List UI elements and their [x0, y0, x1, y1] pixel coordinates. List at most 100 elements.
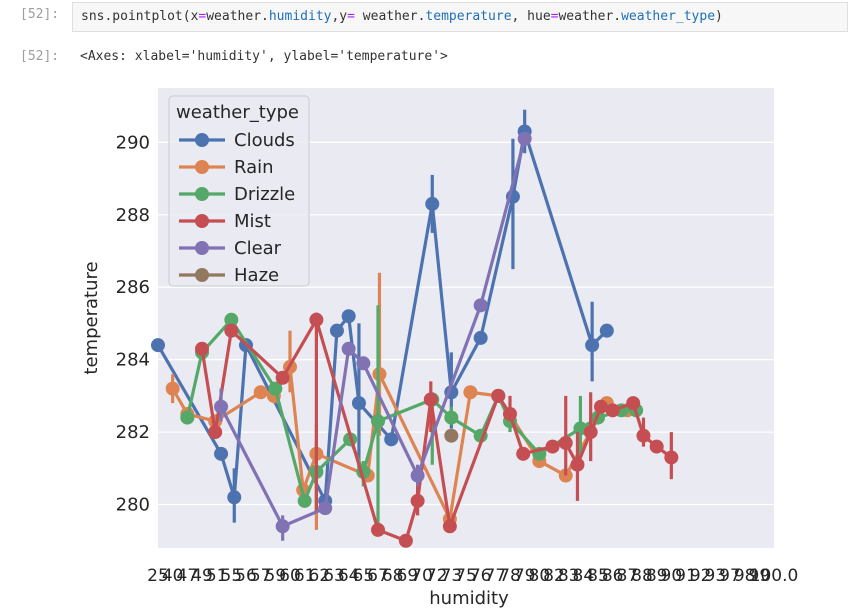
data-point-drizzle: [268, 381, 283, 396]
data-point-mist: [649, 439, 664, 454]
data-point-mist: [491, 388, 506, 403]
legend-label-clear: Clear: [234, 238, 282, 259]
code-token: weather.: [558, 9, 622, 24]
x-tick-label: 75: [455, 566, 477, 586]
x-tick-label: 51: [206, 566, 228, 586]
data-point-clouds: [585, 338, 600, 353]
data-point-clouds: [473, 330, 488, 345]
x-tick-label: 82: [543, 566, 565, 586]
code-token: =: [347, 9, 355, 24]
legend-marker-rain: [195, 160, 209, 174]
x-tick-label: 67: [367, 566, 389, 586]
input-cell: [52]: sns.pointplot(x=weather.humidity,y…: [0, 0, 848, 40]
x-tick-label: 93: [705, 566, 727, 586]
output-text: <Axes: xlabel='humidity', ylabel='temper…: [80, 49, 448, 64]
x-tick-label: 68: [382, 566, 404, 586]
legend-label-mist: Mist: [234, 211, 271, 232]
code-token: temperature: [425, 9, 512, 24]
x-tick-label: 56: [235, 566, 257, 586]
x-tick-label: 92: [690, 566, 712, 586]
data-point-mist: [195, 341, 209, 356]
x-tick-label: 57: [250, 566, 272, 586]
x-tick-label: 64: [338, 566, 360, 586]
y-tick-label: 282: [116, 422, 150, 443]
x-tick-label: 63: [323, 566, 345, 586]
x-tick-label: 100.0: [750, 566, 799, 586]
x-tick-label: 61: [294, 566, 316, 586]
x-tick-label: 40: [162, 566, 184, 586]
data-point-clear: [410, 468, 425, 483]
x-axis-label: humidity: [429, 588, 509, 609]
code-token: weather.: [206, 9, 269, 24]
data-point-rain: [165, 381, 180, 396]
output-prompt: [52]:: [20, 49, 60, 64]
data-point-mist: [371, 522, 385, 537]
legend-marker-clouds: [195, 133, 209, 147]
x-tick-label: 87: [617, 566, 639, 586]
code-token: =: [198, 9, 207, 24]
x-tick-label: 78: [499, 566, 521, 586]
x-tick-label: 80: [529, 566, 551, 586]
data-point-mist: [593, 399, 608, 414]
code-editor[interactable]: sns.pointplot(x=weather.humidity,y= weat…: [72, 2, 848, 32]
code-token: ): [715, 9, 723, 24]
code-token: weather.: [354, 9, 426, 24]
data-point-drizzle: [371, 414, 385, 429]
data-point-haze: [444, 428, 459, 443]
x-tick-label: 84: [573, 566, 595, 586]
data-point-rain: [463, 385, 478, 400]
x-tick-label: 49: [191, 566, 213, 586]
data-point-clear: [341, 341, 356, 356]
output-cell: [52]: <Axes: xlabel='humidity', ylabel='…: [0, 40, 848, 612]
data-point-mist: [516, 446, 531, 461]
y-tick-label: 284: [116, 350, 150, 371]
x-tick-label: 90: [661, 566, 683, 586]
x-tick-label: 25: [147, 566, 169, 586]
x-tick-label: 88: [631, 566, 653, 586]
y-tick-label: 280: [116, 495, 150, 516]
y-axis-label: temperature: [81, 261, 102, 374]
data-point-clouds: [329, 323, 344, 338]
legend-label-drizzle: Drizzle: [234, 184, 295, 205]
data-point-clouds: [599, 323, 614, 338]
legend-title: weather_type: [176, 102, 299, 123]
legend-label-clouds: Clouds: [234, 130, 295, 151]
x-tick-label: 98: [734, 566, 756, 586]
data-point-clear: [473, 298, 488, 313]
legend-label-haze: Haze: [234, 265, 279, 286]
data-point-mist: [208, 425, 223, 440]
x-tick-label: 60: [279, 566, 301, 586]
x-tick-label: 59: [265, 566, 287, 586]
data-point-rain: [253, 385, 268, 400]
data-point-clear: [356, 356, 371, 371]
x-tick-label: 70: [411, 566, 433, 586]
data-point-mist: [570, 457, 585, 472]
data-point-drizzle: [224, 312, 239, 327]
x-tick-label: 89: [646, 566, 668, 586]
data-point-drizzle: [444, 410, 459, 425]
data-point-mist: [275, 370, 290, 385]
x-tick-label: 73: [441, 566, 463, 586]
data-point-mist: [664, 450, 679, 465]
data-point-mist: [605, 403, 620, 418]
x-tick-label: 91: [675, 566, 697, 586]
code-token: ,y: [331, 9, 348, 24]
data-point-clear: [275, 519, 290, 534]
code-token: , hue: [511, 9, 551, 24]
legend-label-rain: Rain: [234, 157, 274, 178]
data-point-mist: [410, 493, 425, 508]
data-point-mist: [558, 435, 573, 450]
y-tick-label: 288: [116, 205, 150, 226]
data-point-clear: [318, 501, 333, 516]
data-point-mist: [545, 439, 560, 454]
x-tick-label: 85: [587, 566, 609, 586]
x-tick-label: 65: [353, 566, 375, 586]
x-tick-label: 99: [749, 566, 771, 586]
x-tick-label: 69: [397, 566, 419, 586]
data-point-clouds: [341, 309, 356, 324]
data-point-clear: [214, 399, 229, 414]
data-point-clouds: [214, 446, 229, 461]
pointplot-chart: 280282284286288290temperature25404749515…: [81, 88, 799, 609]
input-prompt: [52]:: [20, 7, 60, 22]
data-point-clouds: [351, 396, 366, 411]
